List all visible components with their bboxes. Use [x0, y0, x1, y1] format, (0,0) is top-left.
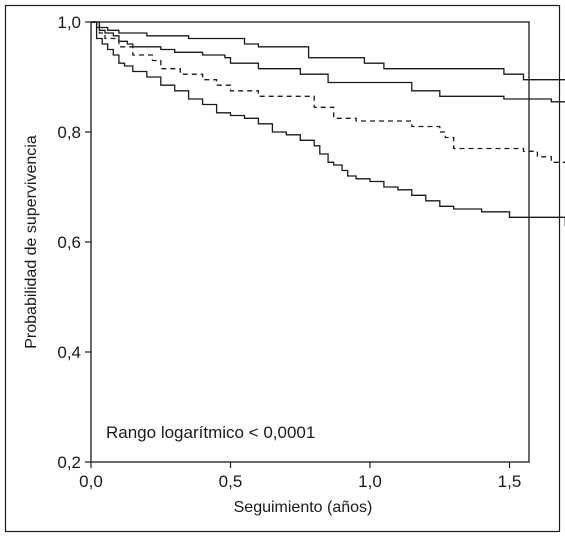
y-axis-title: Probabilidad de supervivencia — [23, 135, 40, 349]
annotation-log-rank: Rango logarítmico < 0,0001 — [106, 423, 315, 442]
survival-curve-hb-144 — [91, 21, 565, 81]
y-tick-label: 0,2 — [57, 453, 81, 472]
axis-ticks — [85, 21, 511, 468]
y-tick-label: 0,8 — [57, 123, 81, 142]
survival-curves — [91, 21, 565, 227]
x-axis-title: Seguimiento (años) — [234, 499, 373, 516]
x-tick-label: 1,0 — [358, 472, 382, 491]
x-tick-label: 0,0 — [79, 472, 103, 491]
y-tick-label: 1,0 — [57, 13, 81, 32]
axis-tick-labels: 0,00,51,01,52,02,53,00,20,40,60,81,0 — [57, 13, 522, 491]
x-tick-label: 1,5 — [498, 472, 522, 491]
y-tick-label: 0,4 — [57, 343, 81, 362]
survival-curve-hb-115 — [91, 21, 565, 227]
survival-curve-hb-115-129 — [91, 21, 565, 163]
y-tick-label: 0,6 — [57, 233, 81, 252]
x-tick-label: 0,5 — [219, 472, 243, 491]
figure-border — [4, 4, 561, 533]
survival-curve-hb-129-144 — [91, 21, 565, 103]
